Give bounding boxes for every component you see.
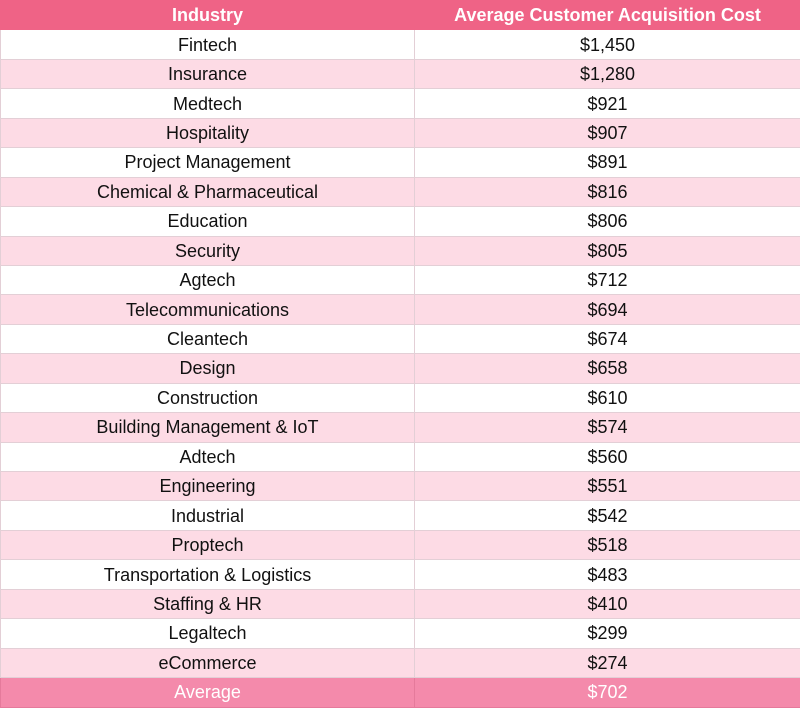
industry-cell: Adtech — [1, 442, 415, 471]
cac-cell: $921 — [415, 89, 800, 118]
cac-cell: $674 — [415, 324, 800, 353]
table-row: Chemical & Pharmaceutical$816 — [1, 177, 800, 206]
table-row: Security$805 — [1, 236, 800, 265]
table-row: Legaltech$299 — [1, 619, 800, 648]
industry-cell: Agtech — [1, 265, 415, 294]
table-row: Adtech$560 — [1, 442, 800, 471]
industry-cell: Construction — [1, 383, 415, 412]
industry-cell: Industrial — [1, 501, 415, 530]
table-row: Agtech$712 — [1, 265, 800, 294]
industry-cell: Transportation & Logistics — [1, 560, 415, 589]
cac-cell: $1,450 — [415, 30, 800, 59]
industry-cell: Insurance — [1, 59, 415, 88]
table-row: Hospitality$907 — [1, 118, 800, 147]
header-row: Industry Average Customer Acquisition Co… — [1, 1, 800, 30]
industry-cell: Design — [1, 354, 415, 383]
table-row: Transportation & Logistics$483 — [1, 560, 800, 589]
cac-cell: $551 — [415, 472, 800, 501]
cac-cell: $483 — [415, 560, 800, 589]
industry-cell: Education — [1, 207, 415, 236]
cac-cell: $712 — [415, 265, 800, 294]
table-row: Project Management$891 — [1, 148, 800, 177]
table-row: Design$658 — [1, 354, 800, 383]
cac-cell: $1,280 — [415, 59, 800, 88]
table-row: Telecommunications$694 — [1, 295, 800, 324]
cac-cell: $816 — [415, 177, 800, 206]
cac-cell: $658 — [415, 354, 800, 383]
table-row: Construction$610 — [1, 383, 800, 412]
table-row: Cleantech$674 — [1, 324, 800, 353]
table-row: Education$806 — [1, 207, 800, 236]
industry-cell: Project Management — [1, 148, 415, 177]
table-row: Fintech$1,450 — [1, 30, 800, 59]
industry-cell: Fintech — [1, 30, 415, 59]
industry-cell: Engineering — [1, 472, 415, 501]
industry-cell: Telecommunications — [1, 295, 415, 324]
table-row: Staffing & HR$410 — [1, 589, 800, 618]
average-label-cell: Average — [1, 678, 415, 707]
cac-cell: $410 — [415, 589, 800, 618]
industry-cell: Proptech — [1, 530, 415, 559]
header-industry: Industry — [1, 1, 415, 30]
table-row: Medtech$921 — [1, 89, 800, 118]
industry-cell: Security — [1, 236, 415, 265]
table-row: eCommerce$274 — [1, 648, 800, 677]
cac-cell: $542 — [415, 501, 800, 530]
industry-cell: Building Management & IoT — [1, 413, 415, 442]
cac-cell: $805 — [415, 236, 800, 265]
cac-cell: $574 — [415, 413, 800, 442]
industry-cell: Staffing & HR — [1, 589, 415, 618]
table-row: Engineering$551 — [1, 472, 800, 501]
industry-cell: Hospitality — [1, 118, 415, 147]
cac-cell: $610 — [415, 383, 800, 412]
industry-cell: Medtech — [1, 89, 415, 118]
cac-cell: $274 — [415, 648, 800, 677]
cac-cell: $299 — [415, 619, 800, 648]
cac-cell: $694 — [415, 295, 800, 324]
cac-cell: $518 — [415, 530, 800, 559]
industry-cell: eCommerce — [1, 648, 415, 677]
cac-cell: $891 — [415, 148, 800, 177]
table-row: Proptech$518 — [1, 530, 800, 559]
industry-cell: Legaltech — [1, 619, 415, 648]
cac-cell: $806 — [415, 207, 800, 236]
table-row: Industrial$542 — [1, 501, 800, 530]
average-row: Average$702 — [1, 678, 800, 707]
industry-cell: Chemical & Pharmaceutical — [1, 177, 415, 206]
table-row: Building Management & IoT$574 — [1, 413, 800, 442]
average-value-cell: $702 — [415, 678, 800, 707]
table-row: Insurance$1,280 — [1, 59, 800, 88]
industry-cell: Cleantech — [1, 324, 415, 353]
cac-cell: $907 — [415, 118, 800, 147]
cac-cell: $560 — [415, 442, 800, 471]
header-cac: Average Customer Acquisition Cost — [415, 1, 800, 30]
